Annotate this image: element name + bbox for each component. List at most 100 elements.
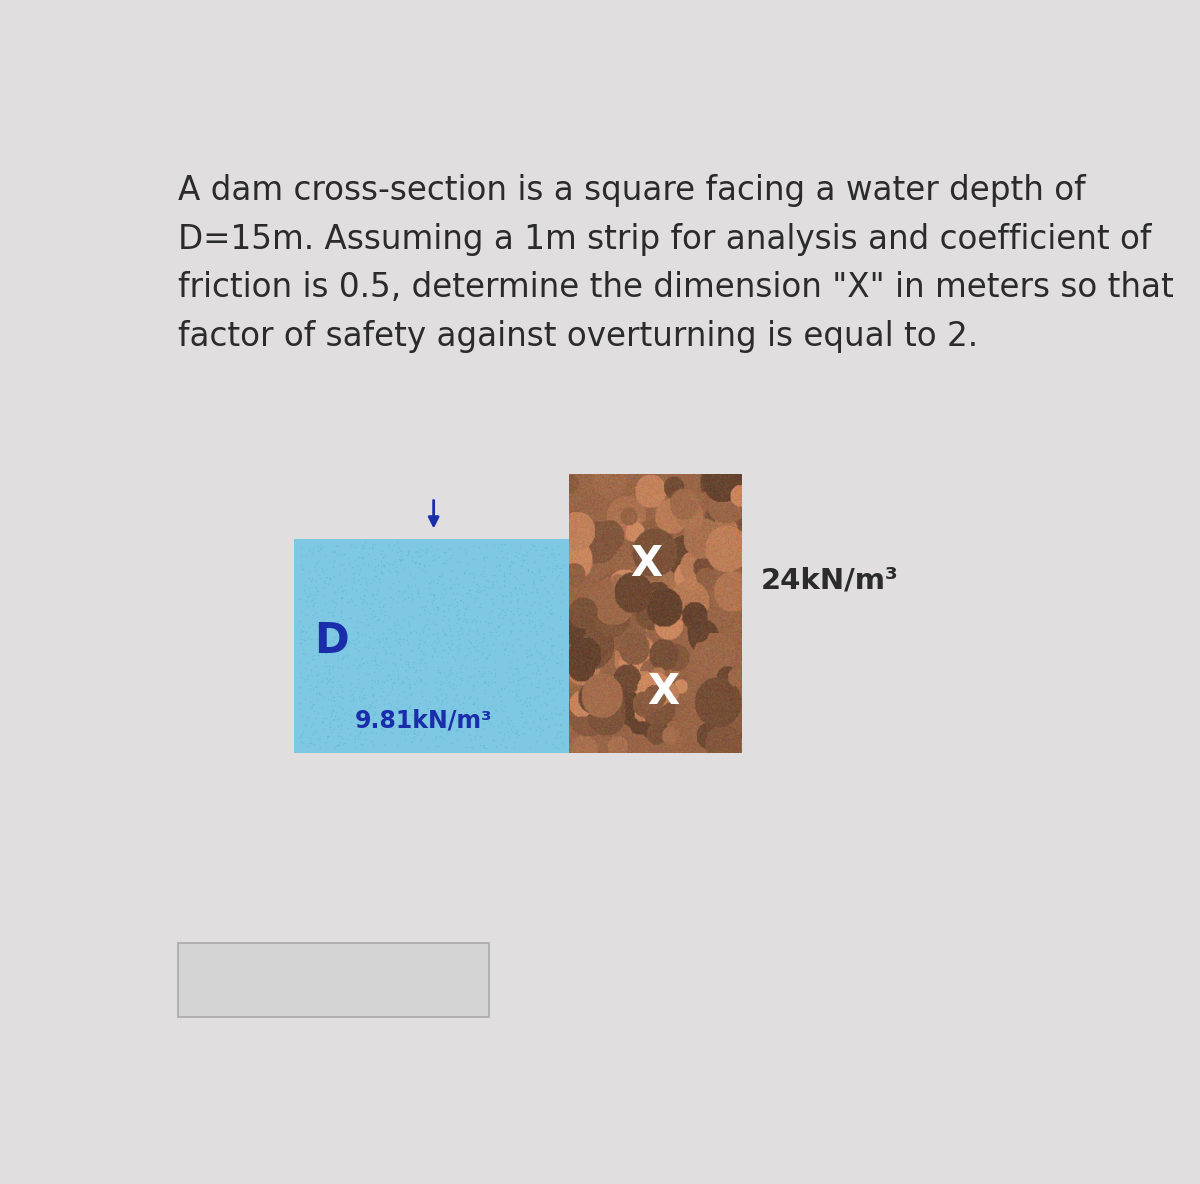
Point bbox=[546, 646, 565, 665]
Point bbox=[346, 635, 365, 654]
Point bbox=[454, 699, 473, 718]
Point bbox=[546, 703, 565, 722]
Point bbox=[475, 581, 494, 600]
Point bbox=[437, 684, 456, 703]
Point bbox=[443, 675, 462, 694]
Point bbox=[341, 535, 360, 554]
Point bbox=[552, 578, 571, 597]
Point bbox=[305, 585, 324, 604]
Point bbox=[434, 606, 454, 625]
Point bbox=[365, 558, 384, 577]
Point bbox=[322, 703, 341, 722]
Point bbox=[536, 538, 556, 556]
Point bbox=[368, 670, 388, 689]
Point bbox=[474, 639, 493, 658]
Point bbox=[372, 720, 391, 739]
Point bbox=[536, 597, 556, 616]
Point bbox=[538, 670, 557, 689]
Point bbox=[494, 535, 514, 554]
Point bbox=[521, 719, 540, 738]
Point bbox=[430, 680, 449, 699]
Point bbox=[372, 541, 391, 560]
Point bbox=[353, 547, 372, 566]
Point bbox=[460, 716, 479, 735]
Point bbox=[388, 610, 407, 629]
Point bbox=[364, 704, 383, 723]
Point bbox=[510, 579, 529, 598]
Point bbox=[392, 674, 412, 693]
Point bbox=[512, 695, 532, 714]
Point bbox=[292, 630, 311, 649]
Point bbox=[294, 639, 313, 658]
Point bbox=[505, 567, 524, 586]
Point bbox=[478, 584, 497, 603]
Point bbox=[401, 642, 420, 661]
Point bbox=[335, 545, 354, 564]
Point bbox=[474, 566, 493, 585]
Point bbox=[542, 637, 562, 656]
Point bbox=[331, 716, 350, 735]
Point bbox=[538, 581, 557, 600]
Point bbox=[350, 722, 370, 741]
Point bbox=[546, 654, 565, 673]
Point bbox=[460, 726, 479, 745]
Point bbox=[354, 591, 373, 610]
Point bbox=[437, 625, 456, 644]
Point bbox=[431, 663, 450, 682]
Point bbox=[551, 607, 570, 626]
Point bbox=[323, 697, 342, 716]
Point bbox=[324, 691, 343, 710]
Point bbox=[439, 673, 458, 691]
Point bbox=[448, 606, 467, 625]
Point bbox=[464, 701, 484, 720]
Point bbox=[388, 562, 407, 581]
Point bbox=[362, 693, 382, 712]
Point bbox=[372, 561, 391, 580]
Point bbox=[311, 686, 330, 704]
Point bbox=[436, 689, 455, 708]
Point bbox=[320, 718, 340, 736]
Point bbox=[512, 668, 532, 687]
Point bbox=[300, 579, 319, 598]
Point bbox=[458, 581, 478, 600]
Point bbox=[386, 558, 406, 577]
Point bbox=[496, 738, 515, 757]
Point bbox=[468, 606, 487, 625]
Point bbox=[508, 691, 527, 710]
Point bbox=[547, 556, 566, 575]
Point bbox=[306, 722, 325, 741]
Point bbox=[504, 733, 523, 752]
Point bbox=[290, 683, 310, 702]
Point bbox=[467, 631, 486, 650]
Point bbox=[481, 715, 500, 734]
Point bbox=[386, 616, 406, 635]
Point bbox=[383, 723, 402, 742]
Point bbox=[334, 581, 353, 600]
Point bbox=[438, 643, 457, 662]
Point bbox=[521, 706, 540, 725]
Point bbox=[348, 725, 367, 744]
Point bbox=[552, 715, 571, 734]
Point bbox=[308, 703, 328, 722]
Point bbox=[310, 684, 329, 703]
Point bbox=[475, 739, 494, 758]
Point bbox=[299, 654, 318, 673]
Point bbox=[439, 616, 458, 635]
Point bbox=[431, 700, 450, 719]
Point bbox=[460, 583, 479, 601]
Point bbox=[529, 559, 548, 578]
Point bbox=[324, 593, 343, 612]
Point bbox=[407, 552, 426, 571]
Point bbox=[317, 669, 336, 688]
Point bbox=[380, 578, 400, 597]
Point bbox=[335, 733, 354, 752]
Point bbox=[493, 585, 512, 604]
Point bbox=[539, 558, 558, 577]
Point bbox=[517, 605, 536, 624]
Point bbox=[372, 564, 391, 583]
Point bbox=[524, 571, 544, 590]
Point bbox=[404, 652, 424, 671]
Point bbox=[311, 570, 330, 588]
Point bbox=[400, 699, 419, 718]
Point bbox=[398, 655, 418, 674]
